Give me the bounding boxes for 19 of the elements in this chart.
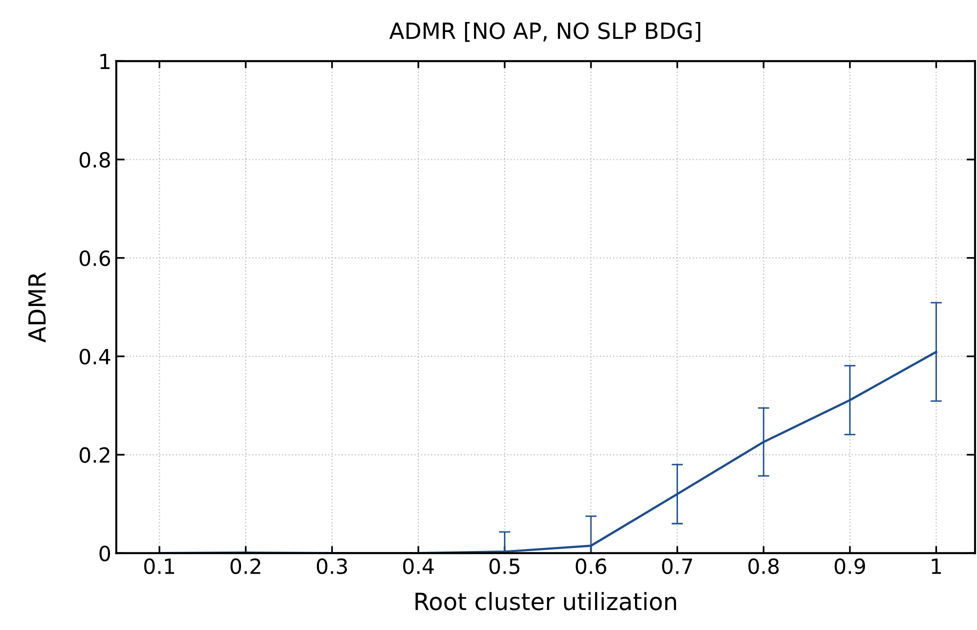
- x-axis-title: Root cluster utilization: [416, 592, 676, 610]
- y-tick-label: 1: [100, 54, 110, 70]
- y-tick-label: 0.8: [80, 152, 110, 168]
- x-tick-label: 0.2: [230, 558, 260, 574]
- x-tick-label: 0.5: [489, 558, 520, 574]
- x-tick-label: 0.4: [403, 558, 434, 574]
- x-tick-label: 0.6: [576, 558, 606, 574]
- chart-title: ADMR [NO AP, NO SLP BDG]: [389, 22, 700, 42]
- x-tick-label: 0.8: [748, 558, 779, 574]
- y-tick-label: 0: [100, 546, 110, 562]
- x-tick-label: 0.1: [144, 558, 174, 574]
- x-tick-label: 0.7: [662, 558, 692, 574]
- x-tick-label: 1: [932, 558, 941, 574]
- x-tick-label: 0.3: [316, 558, 347, 574]
- x-tick-label: 0.9: [834, 558, 865, 574]
- y-tick-label: 0.2: [80, 447, 110, 463]
- y-tick-label: 0.6: [80, 250, 110, 266]
- y-tick-label: 0.4: [80, 348, 110, 365]
- y-axis-title: ADMR: [28, 272, 46, 342]
